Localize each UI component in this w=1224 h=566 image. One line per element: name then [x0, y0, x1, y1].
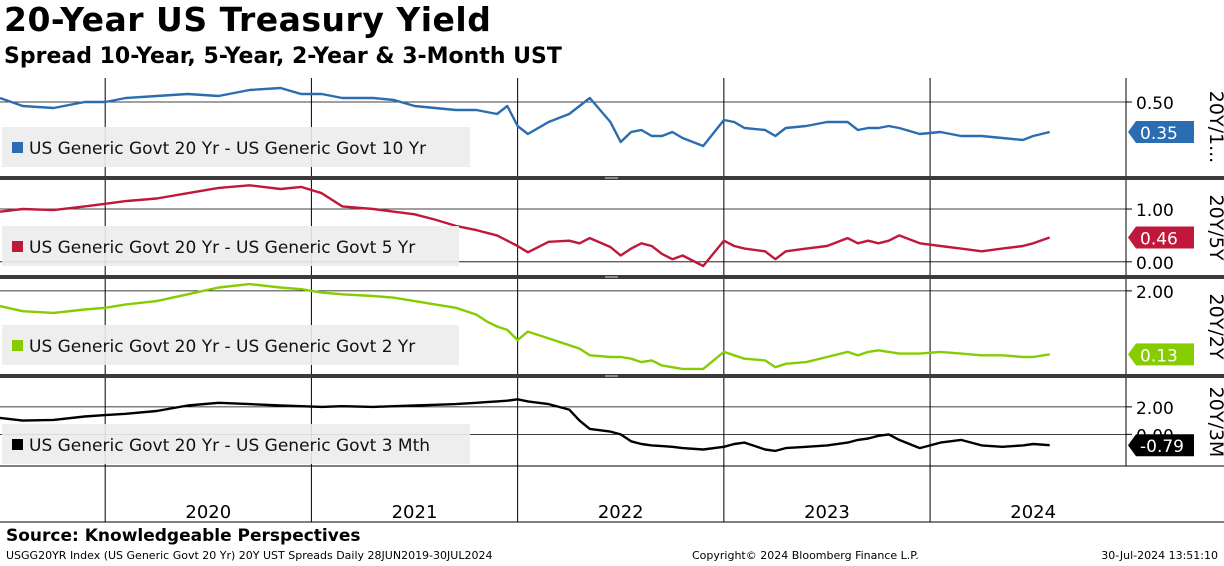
x-tick-label: 2024 — [1010, 502, 1056, 523]
footer-ticker-info: USGG20YR Index (US Generic Govt 20 Yr) 2… — [6, 549, 493, 562]
source-note: Source: Knowledgeable Perspectives — [6, 526, 361, 546]
legend-swatch — [12, 142, 23, 153]
last-value-tag — [1128, 434, 1194, 457]
y-axis-title: 20Y/2Y — [1205, 294, 1224, 360]
x-tick-label: 2022 — [598, 502, 644, 523]
last-value-tag — [1128, 226, 1194, 249]
y-tick-label: 1.00 — [1136, 201, 1174, 221]
last-value-label: -0.79 — [1140, 437, 1184, 457]
legend-label: US Generic Govt 20 Yr - US Generic Govt … — [29, 337, 415, 357]
x-tick-label: 2023 — [804, 502, 850, 523]
series-line — [0, 184, 1051, 268]
legend-label: US Generic Govt 20 Yr - US Generic Govt … — [29, 139, 426, 159]
y-tick-label: 0.00 — [1136, 254, 1174, 274]
legend-box — [2, 127, 470, 167]
x-tick-label: 2020 — [185, 502, 231, 523]
legend-label: US Generic Govt 20 Yr - US Generic Govt … — [29, 238, 415, 258]
legend-box — [2, 424, 470, 464]
y-axis-title: 20Y/3M — [1205, 387, 1224, 458]
y-tick-label: 2.00 — [1136, 399, 1174, 419]
last-value-label: 0.13 — [1140, 346, 1178, 366]
last-value-label: 0.35 — [1140, 124, 1178, 144]
last-value-tag — [1128, 343, 1194, 366]
footer-copyright: Copyright© 2024 Bloomberg Finance L.P. — [692, 549, 919, 562]
y-tick-label: 2.00 — [1136, 283, 1174, 303]
series-line — [0, 398, 1050, 453]
legend-label: US Generic Govt 20 Yr - US Generic Govt … — [29, 436, 430, 456]
legend-swatch — [12, 340, 23, 351]
legend-box — [2, 226, 459, 266]
y-axis-title: 20Y/1... — [1205, 91, 1224, 163]
chart-subtitle: Spread 10-Year, 5-Year, 2-Year & 3-Month… — [4, 44, 562, 69]
x-tick-label: 2021 — [392, 502, 438, 523]
series-line — [0, 86, 1050, 148]
footer-timestamp: 30-Jul-2024 13:51:10 — [1101, 549, 1218, 562]
last-value-label: 0.46 — [1140, 230, 1178, 250]
legend-swatch — [12, 241, 23, 252]
series-line — [0, 282, 1050, 371]
last-value-tag — [1128, 121, 1194, 143]
legend-box — [2, 325, 459, 365]
chart-title: 20-Year US Treasury Yield — [4, 0, 492, 39]
legend-swatch — [12, 439, 23, 450]
y-tick-label: 0.50 — [1136, 94, 1174, 114]
y-axis-title: 20Y/5Y — [1205, 195, 1224, 261]
